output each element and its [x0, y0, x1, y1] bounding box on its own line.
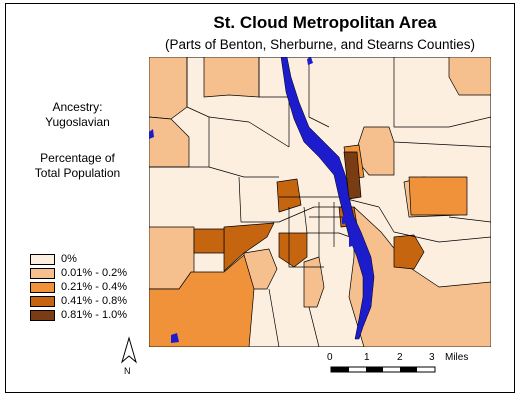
ancestry-value: Yugoslavian: [45, 115, 110, 129]
lake: [349, 233, 355, 247]
tract-boundary: [448, 216, 491, 223]
legend-label: 0.21% - 0.4%: [61, 281, 128, 293]
tract: [278, 232, 308, 268]
scale-bar: [330, 366, 436, 373]
tract: [193, 228, 225, 254]
mississippi-river: [280, 57, 375, 340]
legend-swatch-4: [30, 309, 55, 321]
tract-boundary: [268, 288, 280, 347]
tract: [149, 254, 255, 347]
scale-unit: Miles: [445, 352, 469, 363]
tract: [408, 176, 468, 216]
tract-boundary: [308, 306, 320, 347]
north-arrow-icon: [121, 336, 137, 364]
tract-boundary: [393, 141, 491, 148]
legend-item: 0%: [30, 252, 127, 266]
legend-label: 0.41% - 0.8%: [61, 295, 128, 307]
tract: [393, 234, 425, 270]
tract-boundary: [288, 207, 324, 268]
legend-swatch-2: [30, 281, 55, 293]
choropleth-map: [149, 57, 491, 347]
map-frame: [5, 3, 515, 393]
measure-line-1: Percentage of: [40, 151, 115, 165]
tract: [276, 178, 302, 213]
legend-label: 0%: [61, 253, 77, 265]
tract: [149, 116, 190, 168]
ancestry-label: Ancestry:: [52, 100, 103, 114]
tract: [303, 256, 325, 308]
north-label: N: [124, 366, 131, 376]
legend-item: 0.01% - 0.2%: [30, 266, 127, 280]
tract-boundary: [308, 57, 330, 128]
legend-swatch-3: [30, 295, 55, 307]
tract-boundary: [238, 176, 349, 223]
lake: [171, 333, 179, 343]
tract-boundary: [258, 57, 290, 147]
legend-swatch-1: [30, 267, 55, 279]
scale-tick-1: 1: [364, 352, 370, 363]
lake: [149, 129, 154, 139]
tract-boundary: [393, 57, 491, 128]
legend-label: 0.81% - 1.0%: [61, 309, 128, 321]
tract: [448, 57, 491, 96]
legend-item: 0.21% - 0.4%: [30, 280, 127, 294]
lake: [342, 215, 348, 224]
tract: [149, 57, 188, 120]
tract-boundary: [149, 166, 279, 178]
map-title: St. Cloud Metropolitan Area: [213, 13, 437, 32]
tract: [343, 151, 362, 200]
tract-boundary: [378, 206, 491, 243]
legend-item: 0.41% - 0.8%: [30, 294, 127, 308]
scale-tick-3: 3: [429, 352, 435, 363]
scale-tick-2: 2: [397, 352, 403, 363]
legend-label: 0.01% - 0.2%: [61, 267, 128, 279]
tract-boundary: [208, 116, 290, 148]
legend-swatch-0: [30, 253, 55, 265]
legend-item: 0.81% - 1.0%: [30, 308, 127, 322]
legend: 0% 0.01% - 0.2% 0.21% - 0.4% 0.41% - 0.8…: [30, 252, 127, 322]
measure-line-2: Total Population: [34, 166, 121, 180]
tract: [223, 222, 275, 272]
map-subtitle: (Parts of Benton, Sherburne, and Stearns…: [165, 37, 475, 52]
scale-tick-0: 0: [327, 352, 333, 363]
lake: [307, 57, 313, 65]
tract: [203, 57, 260, 98]
tract-boundary: [186, 57, 210, 167]
